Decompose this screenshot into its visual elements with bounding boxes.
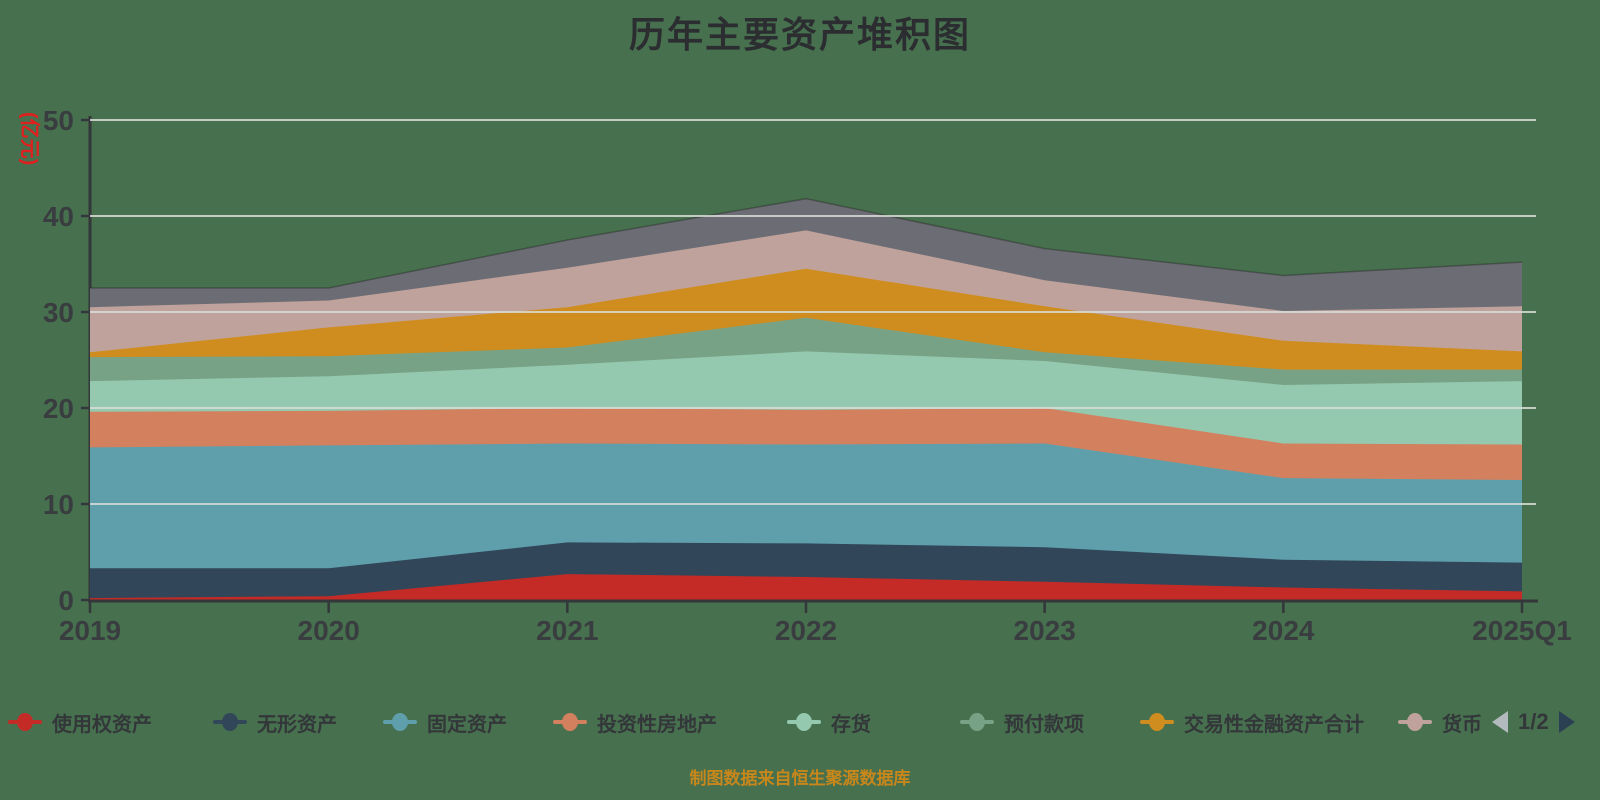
plot-area[interactable]: 0 10 20 30 40 50 2019 2020 2021 2022 2023 2024 2025Q… bbox=[0, 0, 1600, 690]
legend-next-page-icon[interactable] bbox=[1558, 711, 1575, 733]
y-tick-label-40: 40 bbox=[43, 201, 74, 232]
legend-item-label: 预付款项 bbox=[1004, 713, 1084, 736]
y-tick-label-30: 30 bbox=[43, 297, 74, 328]
legend: 使用权资产 无形资产 固定资产 投资性房地产 存货 预付款项 交易性金融资产合计 货币 1/2 bbox=[0, 700, 1600, 744]
legend-item-货币[interactable]: 货币 bbox=[1398, 700, 1482, 744]
legend-item-使用权资产[interactable]: 使用权资产 bbox=[8, 700, 152, 744]
x-tick-label-2023: 2023 bbox=[1014, 615, 1076, 646]
x-tick-label-2020: 2020 bbox=[298, 615, 360, 646]
legend-item-label: 投资性房地产 bbox=[597, 713, 717, 736]
y-tick-label-20: 20 bbox=[43, 393, 74, 424]
x-tick-label-2022: 2022 bbox=[775, 615, 837, 646]
x-tick-label-2025Q1: 2025Q1 bbox=[1472, 615, 1572, 646]
y-tick-label-10: 10 bbox=[43, 489, 74, 520]
y-tick-label-0: 0 bbox=[58, 585, 74, 616]
legend-item-label: 货币 bbox=[1442, 713, 1482, 736]
x-tick-label-2021: 2021 bbox=[536, 615, 598, 646]
legend-item-固定资产[interactable]: 固定资产 bbox=[383, 700, 507, 744]
x-tick-label-2019: 2019 bbox=[59, 615, 121, 646]
legend-item-投资性房地产[interactable]: 投资性房地产 bbox=[553, 700, 717, 744]
legend-item-预付款项[interactable]: 预付款项 bbox=[960, 700, 1084, 744]
legend-marker-icon bbox=[1140, 713, 1174, 731]
legend-page-indicator: 1/2 bbox=[1518, 709, 1549, 734]
legend-marker-icon bbox=[213, 713, 247, 731]
stack-top-edge bbox=[90, 197, 1523, 289]
legend-marker-icon bbox=[8, 713, 42, 731]
y-tick-label-50: 50 bbox=[43, 105, 74, 136]
data-source-caption: 制图数据来自恒生聚源数据库 bbox=[689, 769, 911, 788]
legend-marker-icon bbox=[553, 713, 587, 731]
legend-item-无形资产[interactable]: 无形资产 bbox=[213, 700, 337, 744]
legend-prev-page-icon[interactable] bbox=[1492, 711, 1508, 733]
legend-marker-icon bbox=[1398, 713, 1432, 731]
legend-item-label: 无形资产 bbox=[257, 713, 337, 736]
legend-item-label: 使用权资产 bbox=[52, 713, 152, 736]
legend-pager: 1/2 bbox=[1492, 700, 1575, 744]
legend-marker-icon bbox=[383, 713, 417, 731]
legend-item-label: 固定资产 bbox=[427, 713, 507, 736]
x-tick-label-2024: 2024 bbox=[1252, 615, 1315, 646]
legend-marker-icon bbox=[960, 713, 994, 731]
legend-item-label: 存货 bbox=[831, 713, 871, 736]
area-使用权资产[interactable] bbox=[90, 574, 1522, 600]
legend-item-交易性金融资产合计[interactable]: 交易性金融资产合计 bbox=[1140, 700, 1364, 744]
legend-item-存货[interactable]: 存货 bbox=[787, 700, 871, 744]
chart-title: 历年主要资产堆积图 bbox=[628, 14, 971, 55]
legend-item-label: 交易性金融资产合计 bbox=[1184, 713, 1364, 736]
legend-marker-icon bbox=[787, 713, 821, 731]
